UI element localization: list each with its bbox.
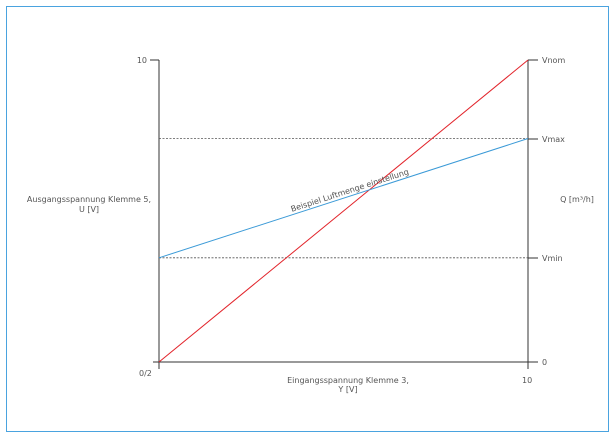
series-line-red bbox=[158, 59, 529, 363]
x-axis-label-line1: Eingangsspannung Klemme 3, bbox=[287, 376, 409, 385]
y-axis-label-right: Q [m³/h] bbox=[560, 195, 594, 204]
series-line-blue bbox=[158, 138, 529, 259]
y-tick-left-10: 10 bbox=[137, 56, 147, 65]
y-tick-right-vnom: Vnom bbox=[542, 56, 565, 65]
chart: Beispiel Luftmenge einstellung 10 0/2 10… bbox=[27, 56, 594, 394]
x-axis-label-line2: Y [V] bbox=[337, 385, 357, 394]
y-tick-right-vmax: Vmax bbox=[542, 135, 565, 144]
series-label: Beispiel Luftmenge einstellung bbox=[290, 167, 410, 214]
x-tick-10: 10 bbox=[522, 376, 532, 385]
y-axis-label-left-line2: U [V] bbox=[79, 205, 99, 214]
y-axis-label-left-line1: Ausgangsspannung Klemme 5, bbox=[27, 195, 151, 204]
figure-frame: Beispiel Luftmenge einstellung 10 0/2 10… bbox=[6, 6, 609, 432]
x-tick-origin: 0/2 bbox=[139, 369, 152, 378]
y-tick-right-zero: 0 bbox=[542, 358, 547, 367]
y-tick-right-vmin: Vmin bbox=[542, 254, 563, 263]
